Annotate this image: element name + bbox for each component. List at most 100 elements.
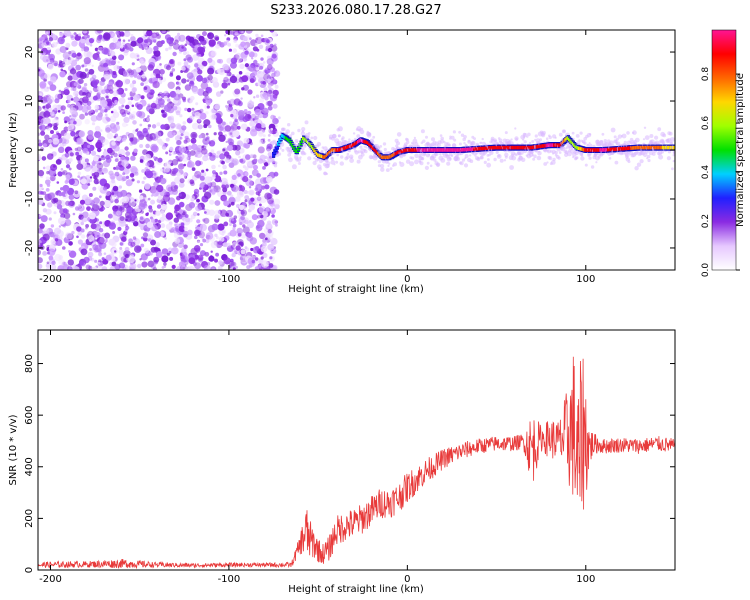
trace-halo <box>395 141 401 146</box>
noise-speckle <box>47 46 51 51</box>
noise-speckle <box>51 260 56 265</box>
noise-speckle <box>169 71 174 75</box>
noise-speckle <box>220 177 228 185</box>
trace-halo <box>297 128 301 133</box>
trace-halo <box>531 153 534 157</box>
noise-speckle <box>135 129 139 132</box>
trace-halo <box>288 157 293 163</box>
trace-halo <box>412 142 415 145</box>
trace-halo <box>348 138 351 141</box>
trace-halo <box>603 139 607 143</box>
noise-speckle <box>47 42 51 46</box>
noise-speckle <box>240 233 247 239</box>
noise-speckle <box>54 253 62 262</box>
noise-speckle <box>255 33 259 38</box>
noise-speckle <box>233 98 241 106</box>
noise-speckle <box>242 165 246 169</box>
trace-halo <box>601 132 605 136</box>
noise-speckle <box>91 173 96 177</box>
trace-halo <box>613 135 617 139</box>
noise-speckle <box>118 185 123 189</box>
trace-halo <box>504 152 509 157</box>
noise-speckle <box>209 266 217 270</box>
noise-speckle <box>158 78 162 82</box>
noise-speckle <box>221 195 228 202</box>
noise-speckle <box>201 145 205 149</box>
trace-halo <box>546 161 549 164</box>
noise-speckle <box>210 149 215 154</box>
noise-speckle <box>143 176 147 180</box>
trace-halo <box>537 151 542 156</box>
trace-halo <box>476 156 481 162</box>
noise-speckle <box>147 42 151 45</box>
trace-cell <box>673 145 675 150</box>
noise-speckle <box>256 48 260 52</box>
noise-speckle <box>136 54 140 58</box>
trace-halo <box>425 135 428 139</box>
noise-speckle <box>128 199 136 207</box>
noise-speckle <box>101 59 106 64</box>
noise-speckle <box>93 178 100 185</box>
noise-speckle <box>58 89 62 93</box>
noise-speckle <box>74 206 80 211</box>
noise-speckle <box>79 71 87 79</box>
noise-speckle <box>187 107 192 113</box>
trace-halo <box>554 136 557 139</box>
trace-halo <box>672 154 675 157</box>
noise-speckle <box>192 122 199 130</box>
noise-speckle <box>58 146 65 153</box>
noise-speckle <box>182 121 187 125</box>
trace-halo <box>281 141 284 144</box>
noise-speckle <box>122 172 126 176</box>
trace-halo <box>340 155 344 159</box>
noise-speckle <box>77 160 82 164</box>
noise-speckle <box>159 174 164 179</box>
noise-speckle <box>111 32 117 38</box>
noise-speckle <box>103 186 107 191</box>
trace-halo <box>277 152 282 156</box>
noise-speckle <box>133 74 138 78</box>
noise-speckle <box>208 209 215 216</box>
noise-speckle <box>224 184 230 189</box>
noise-speckle <box>163 123 170 131</box>
noise-speckle <box>204 95 210 101</box>
noise-speckle <box>76 146 82 152</box>
noise-speckle <box>94 244 102 253</box>
noise-speckle <box>199 223 207 232</box>
noise-speckle <box>38 263 43 270</box>
trace-halo <box>474 154 477 157</box>
trace-halo <box>662 133 667 138</box>
noise-speckle <box>235 265 238 269</box>
noise-speckle <box>247 221 254 229</box>
noise-speckle <box>202 98 206 102</box>
noise-speckle <box>40 118 47 125</box>
noise-speckle <box>136 180 140 184</box>
noise-speckle <box>131 167 139 175</box>
spectrogram-ytick-label: 0 <box>24 147 35 153</box>
noise-speckle <box>240 215 246 221</box>
noise-speckle <box>68 178 75 185</box>
noise-speckle <box>202 155 209 162</box>
noise-speckle <box>242 176 249 183</box>
colorbar-tick-label: 0.6 <box>701 116 711 131</box>
trace-halo <box>672 159 675 163</box>
noise-speckle <box>184 107 188 111</box>
noise-speckle <box>267 134 271 137</box>
noise-speckle <box>218 134 226 142</box>
trace-halo <box>463 163 469 168</box>
trace-halo <box>626 140 632 145</box>
trace-halo <box>439 134 443 137</box>
noise-speckle <box>42 143 48 148</box>
trace-halo <box>588 143 593 148</box>
noise-speckle <box>118 233 122 237</box>
noise-speckle <box>183 61 189 66</box>
noise-speckle <box>76 163 84 171</box>
noise-speckle <box>229 75 238 84</box>
noise-speckle <box>133 221 139 227</box>
noise-speckle <box>243 137 250 144</box>
trace-halo <box>382 142 387 146</box>
noise-speckle <box>95 218 99 222</box>
noise-speckle <box>134 245 142 253</box>
noise-speckle <box>259 203 262 207</box>
trace-halo <box>272 140 276 144</box>
